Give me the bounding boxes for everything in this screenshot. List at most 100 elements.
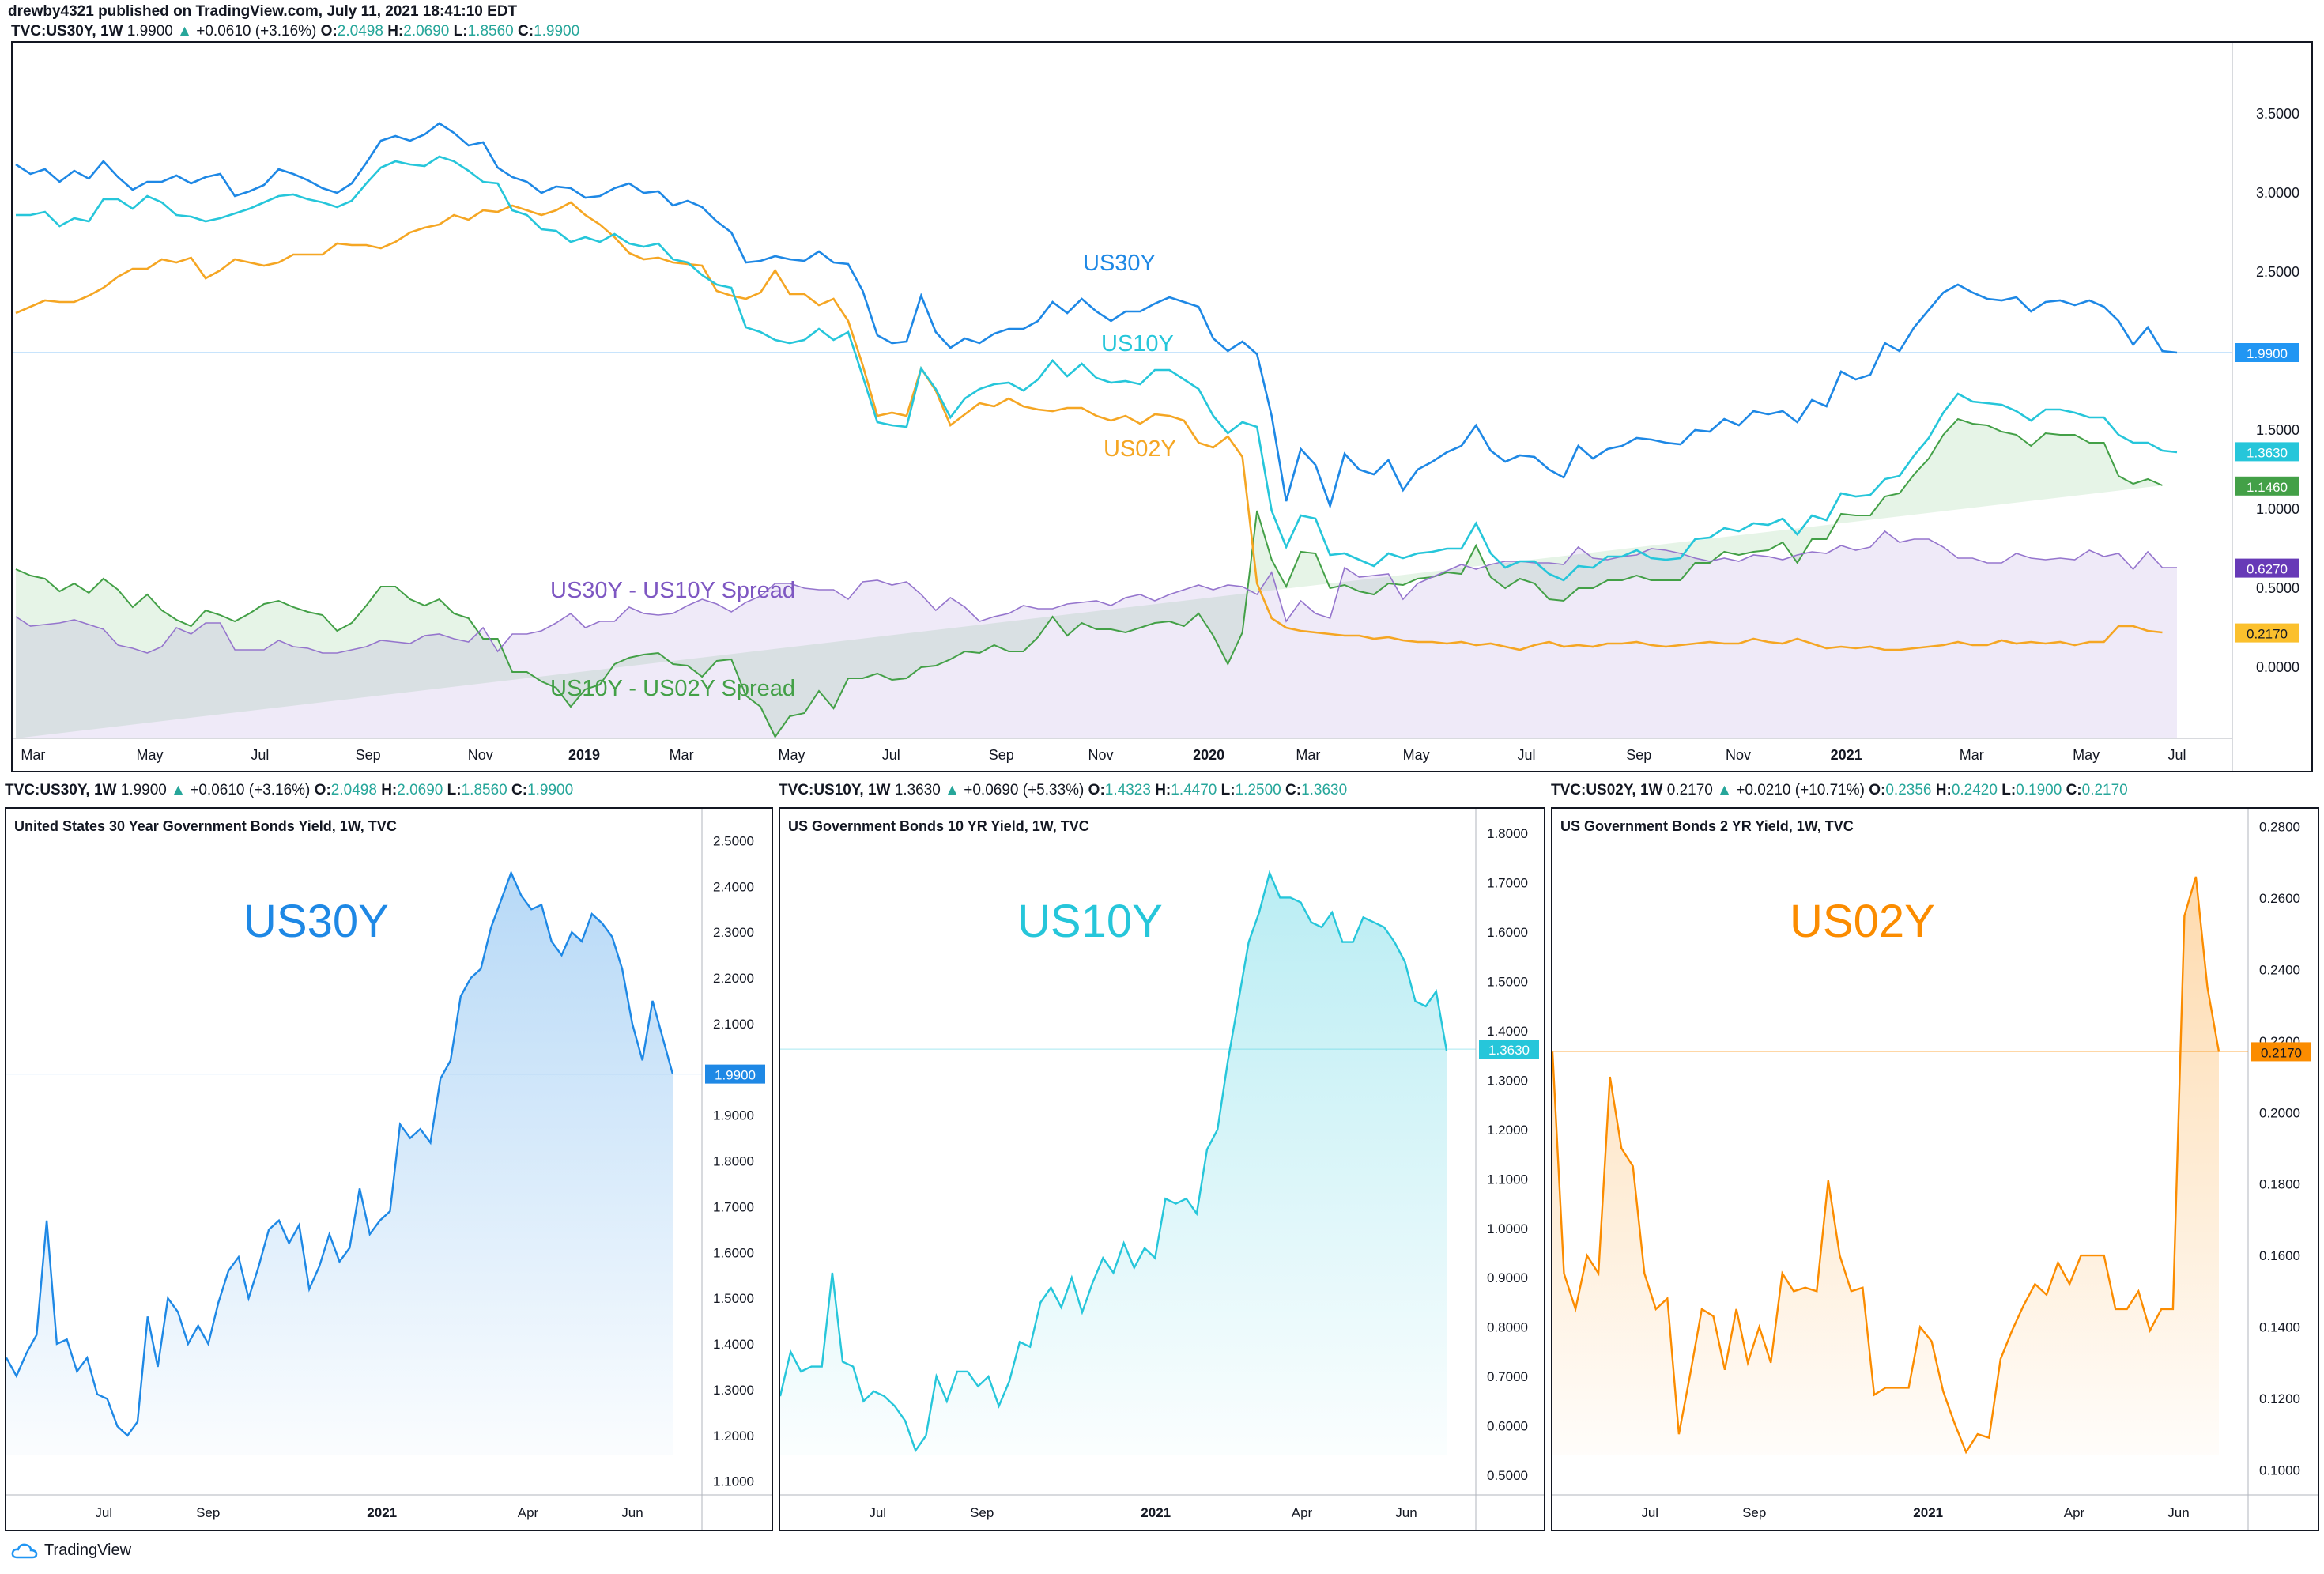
x-tick-label: Sep (989, 747, 1014, 763)
symbol-watermark: US10Y (1017, 896, 1163, 947)
spread-10-02-line (15, 417, 2163, 738)
series-line (1551, 876, 2220, 1455)
x-tick-label: Jun (2167, 1505, 2189, 1520)
current-price-box (2251, 1042, 2311, 1062)
x-tick-label: Jul (95, 1505, 112, 1520)
footer: TradingView (11, 1542, 131, 1560)
us02y-line (15, 201, 2163, 651)
x-tick-label: Jul (1641, 1505, 1658, 1520)
x-tick-label: May (2073, 747, 2100, 763)
main-chart-panel[interactable]: 3.50003.00002.50002.00001.50001.00000.50… (11, 41, 2313, 772)
us02y-chart[interactable]: US Government Bonds 2 YR Yield, 1W, TVC U… (1551, 809, 2318, 1530)
x-tick-label: Mar (21, 747, 45, 763)
annotation-spread-10-02: US10Y - US02Y Spread (550, 676, 795, 701)
price-label-text: 1.3630 (2247, 445, 2288, 460)
price-value: 1.9900 (126, 23, 173, 40)
y-tick-label: 1.8000 (1487, 826, 1528, 841)
annotation-us30y: US30Y (1083, 251, 1156, 276)
y-tick-label: 2.3000 (713, 925, 754, 940)
x-tick-label: Jul (2167, 747, 2186, 763)
x-tick-label: Sep (970, 1505, 994, 1520)
y-tick-label: 1.4000 (713, 1337, 754, 1352)
high-value: 2.0690 (403, 23, 450, 40)
y-tick-label: 2.5000 (2256, 264, 2299, 280)
y-tick-label: 2.1000 (713, 1017, 754, 1032)
x-tick-label: Mar (1960, 747, 1984, 763)
brand-label: TradingView (44, 1542, 132, 1559)
us30y-line (15, 122, 2178, 510)
spread-30-10-line (15, 530, 2177, 654)
x-tick-label: Sep (356, 747, 381, 763)
y-tick-label: 0.1200 (2259, 1391, 2300, 1406)
price-label-text: 0.6270 (2247, 562, 2288, 577)
y-tick-label: 0.6000 (1487, 1419, 1528, 1434)
current-price-box (705, 1064, 765, 1084)
x-tick-label: 2019 (568, 747, 600, 763)
us10y-chart[interactable]: US Government Bonds 10 YR Yield, 1W, TVC… (779, 809, 1544, 1530)
x-tick-label: Sep (1626, 747, 1651, 763)
us10y-line (16, 155, 2178, 582)
annotation-us02y: US02Y (1104, 436, 1176, 462)
y-tick-label: 1.9000 (713, 1108, 754, 1123)
y-tick-label: 2.2000 (713, 971, 754, 986)
cloud-icon (11, 1543, 38, 1558)
price-label-box (2235, 558, 2299, 578)
price-label-text: 0.2170 (2247, 627, 2288, 642)
y-tick-label: 0.9000 (1487, 1270, 1528, 1285)
x-tick-label: Jul (1518, 747, 1536, 763)
current-price-text: 0.2170 (2261, 1045, 2302, 1060)
area-fill (780, 873, 1447, 1455)
x-tick-label: 2021 (1141, 1505, 1171, 1520)
y-tick-label: 1.2000 (1487, 1123, 1528, 1138)
price-label-box (2235, 476, 2299, 496)
us30y-chart[interactable]: United States 30 Year Government Bonds Y… (5, 809, 772, 1530)
y-tick-label: 1.6000 (713, 1245, 754, 1260)
us02y-chart-panel[interactable]: US Government Bonds 2 YR Yield, 1W, TVC U… (1551, 807, 2319, 1531)
x-tick-label: 2020 (1193, 747, 1224, 763)
y-tick-label: 0.2800 (2259, 820, 2300, 835)
chart-title: United States 30 Year Government Bonds Y… (14, 818, 397, 834)
symbol-header: TVC:US30Y, 1W 1.9900 ▲ +0.0610 (+3.16%) … (11, 23, 580, 40)
x-tick-label: Apr (518, 1505, 539, 1520)
x-tick-label: Sep (1742, 1505, 1766, 1520)
y-tick-label: 3.0000 (2256, 185, 2299, 201)
y-tick-label: 0.7000 (1487, 1369, 1528, 1384)
y-tick-label: 0.1600 (2259, 1248, 2300, 1263)
price-label-box (2235, 343, 2299, 362)
series-line (779, 870, 1448, 1453)
y-tick-label: 0.0000 (2256, 659, 2299, 675)
y-tick-label: 3.5000 (2256, 106, 2299, 122)
x-tick-label: Apr (1292, 1505, 1313, 1520)
x-tick-label: May (778, 747, 805, 763)
area-fill (6, 873, 673, 1455)
current-price-text: 1.9900 (715, 1068, 756, 1083)
open-value: 2.0498 (337, 23, 383, 40)
us30y-chart-panel[interactable]: United States 30 Year Government Bonds Y… (5, 807, 773, 1531)
series-line (5, 870, 674, 1437)
main-chart[interactable]: 3.50003.00002.50002.00001.50001.00000.50… (13, 43, 2311, 771)
chart-title: US Government Bonds 2 YR Yield, 1W, TVC (1560, 818, 1854, 834)
us10y-chart-panel[interactable]: US Government Bonds 10 YR Yield, 1W, TVC… (779, 807, 1545, 1531)
change-value: +0.0610 (+3.16%) (196, 23, 317, 40)
spread-10-02-area (16, 419, 2163, 738)
y-tick-label: 2.5000 (713, 834, 754, 849)
y-tick-label: 1.0000 (1487, 1221, 1528, 1236)
x-tick-label: Nov (1726, 747, 1751, 763)
y-tick-label: 0.1000 (2259, 1463, 2300, 1478)
y-tick-label: 1.0000 (2256, 501, 2299, 517)
published-line: drewby4321 published on TradingView.com,… (8, 3, 518, 20)
x-tick-label: 2021 (367, 1505, 397, 1520)
x-tick-label: Jun (621, 1505, 643, 1520)
x-tick-label: May (1403, 747, 1430, 763)
y-tick-label: 0.2000 (2259, 1105, 2300, 1120)
y-tick-label: 2.4000 (713, 879, 754, 894)
y-tick-label: 0.5000 (1487, 1468, 1528, 1483)
x-tick-label: Nov (1088, 747, 1113, 763)
area-fill (1552, 876, 2219, 1455)
price-label-text: 1.9900 (2247, 346, 2288, 361)
symbol-label: TVC:US30Y, 1W (11, 23, 123, 40)
y-tick-label: 0.2600 (2259, 891, 2300, 906)
y-tick-label: 1.1000 (713, 1474, 754, 1489)
current-price-text: 1.3630 (1488, 1043, 1530, 1058)
y-tick-label: 1.2000 (713, 1429, 754, 1444)
